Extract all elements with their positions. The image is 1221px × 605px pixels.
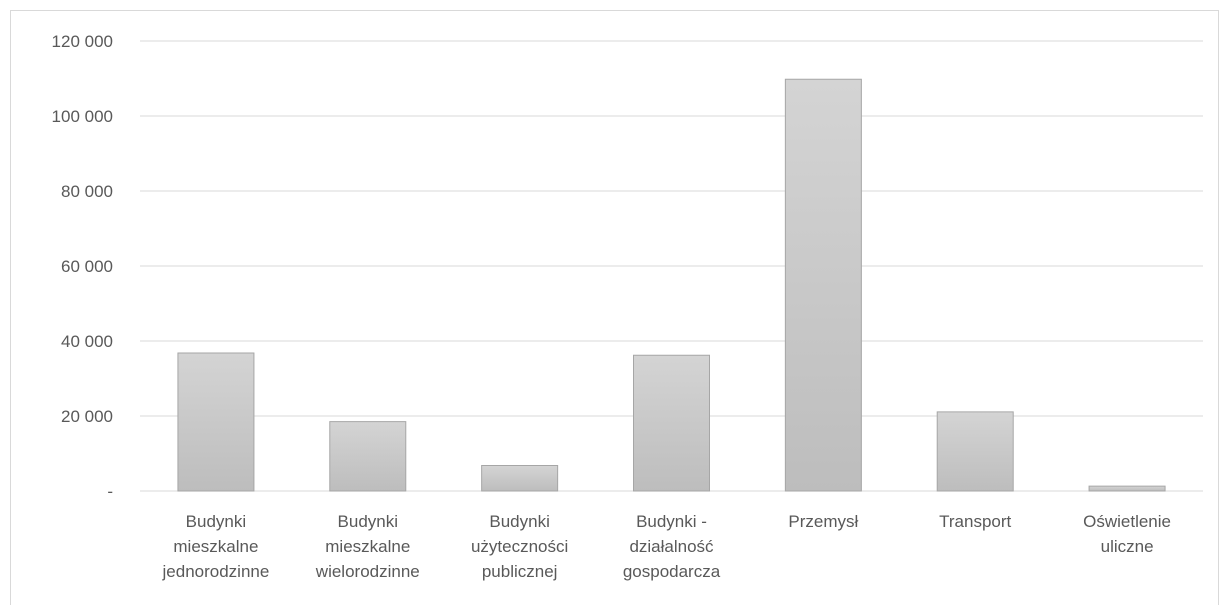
y-tick-label: 120 000 (52, 32, 113, 51)
bar (481, 465, 559, 492)
bar (1088, 485, 1166, 492)
bar (784, 78, 862, 492)
x-category-label: Transport (939, 512, 1011, 531)
y-tick-label: 80 000 (61, 182, 113, 201)
x-category-label: Budynki -działalność gospodarcza (623, 512, 721, 581)
x-category-label: Budynki użyteczności publicznej (471, 512, 568, 581)
y-axis-tick-labels: - 20 000 40 000 60 000 80 000 100 000 120 000 (52, 32, 113, 501)
bar (177, 352, 255, 492)
x-category-label: Oświetlenie uliczne (1083, 512, 1171, 556)
x-category-label: Przemysł (788, 512, 858, 531)
y-tick-label: 20 000 (61, 407, 113, 426)
bar (329, 421, 407, 492)
chart-frame (10, 10, 1219, 605)
bars (177, 78, 1166, 492)
bar (936, 411, 1014, 492)
x-category-label: Budynki mieszkalne jednorodzinne (162, 512, 270, 581)
y-tick-label: - (107, 482, 113, 501)
y-tick-label: 60 000 (61, 257, 113, 276)
x-category-label: Budynki mieszkalne wielorodzinne (315, 512, 420, 581)
y-tick-label: 40 000 (61, 332, 113, 351)
bar (633, 354, 710, 492)
x-axis-category-labels: Budynki mieszkalne jednorodzinne Budynki mie… (162, 512, 1171, 581)
y-tick-label: 100 000 (52, 107, 113, 126)
